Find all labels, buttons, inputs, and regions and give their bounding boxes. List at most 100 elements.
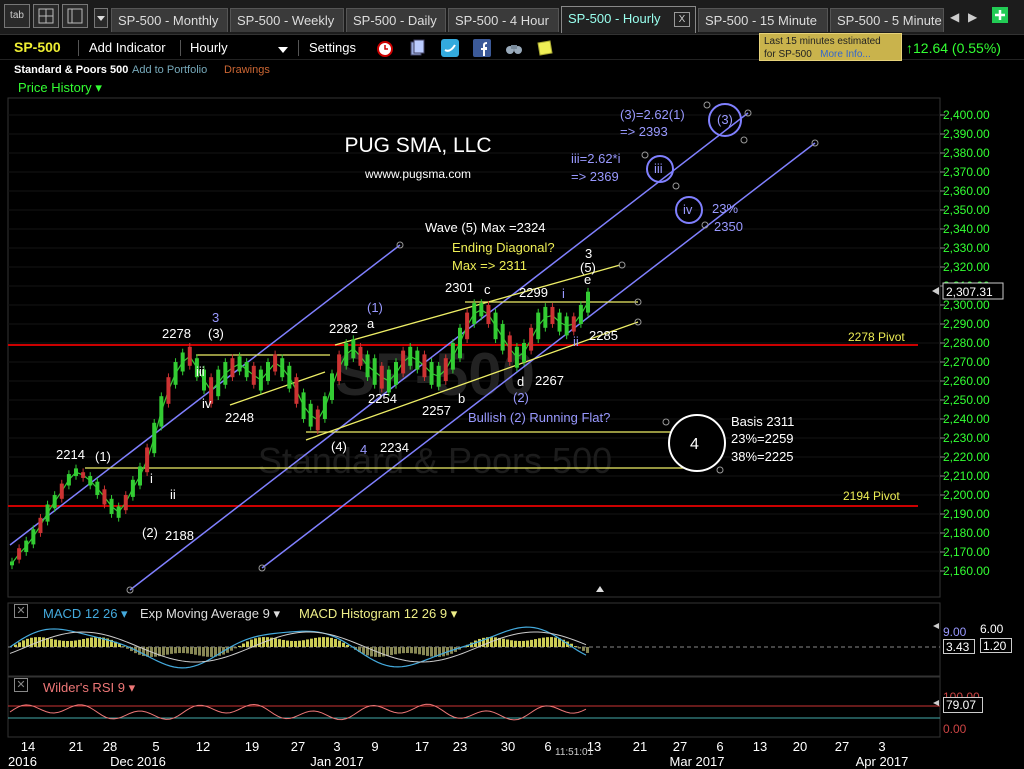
macd-bar (506, 639, 509, 647)
dropdown-arrow-icon[interactable] (94, 8, 108, 28)
annotation-label: (1) (95, 449, 111, 464)
macd-bar (22, 640, 25, 647)
tab-monthly[interactable]: SP-500 - Monthly (111, 8, 228, 32)
macd-bar (518, 640, 521, 647)
channel-line (129, 112, 749, 591)
note-icon[interactable] (536, 39, 554, 62)
alarm-clock-icon[interactable] (376, 39, 394, 62)
macd-bar (418, 647, 421, 655)
binoculars-icon[interactable] (505, 40, 523, 61)
macd-bar (114, 641, 117, 647)
candle-body (322, 396, 327, 419)
macd-bar (290, 640, 293, 647)
candle-body (287, 365, 292, 389)
annotation-label: (1) (367, 300, 383, 315)
rsi-line (9, 703, 587, 721)
candle-body (24, 540, 29, 552)
macd-bar (486, 637, 489, 647)
notice-line1: Last 15 minutes estimated (764, 36, 881, 47)
candle-body (436, 365, 441, 387)
tab-5minute[interactable]: SP-500 - 5 Minute (830, 8, 944, 32)
symbol-label[interactable]: SP-500 (14, 39, 61, 55)
close-tab-icon[interactable]: X (674, 12, 690, 27)
macd-bar (362, 647, 365, 654)
x-tick-label: 3 (878, 739, 885, 754)
annotation-label: 2278 (162, 326, 191, 341)
more-info-link[interactable]: More Info... (820, 49, 871, 60)
close-rsi-icon[interactable]: ✕ (14, 678, 28, 692)
macd-bar (214, 647, 217, 657)
trend-line (334, 264, 621, 346)
macd-bar (586, 647, 589, 653)
y-tick-label: 2,300.00 (943, 298, 990, 312)
facebook-icon[interactable] (472, 38, 492, 63)
interval-dropdown-icon[interactable] (277, 42, 289, 60)
annotation-label: 2282 (329, 321, 358, 336)
macd-bar (146, 647, 149, 657)
macd-bar (326, 637, 329, 647)
candle-body (458, 327, 462, 359)
macd-bar (166, 647, 169, 655)
candle-body (180, 352, 185, 372)
macd-bar (46, 638, 49, 647)
price-series (11, 301, 589, 564)
macd-bar (142, 647, 145, 657)
macd-bar (442, 647, 445, 657)
macd-bar (394, 647, 397, 655)
rsi-title[interactable]: Wilder's RSI 9 ▾ (43, 680, 136, 695)
grid (8, 114, 940, 572)
price-chart[interactable]: SP-500 Standard & Poors 500 2278 Pivot 2… (0, 0, 1024, 600)
macd-bar (94, 637, 97, 647)
macd-bar (106, 638, 109, 647)
settings-button[interactable]: Settings (309, 40, 356, 55)
documents-icon[interactable] (408, 39, 426, 62)
tab-bar: tab SP-500 - Monthly SP-500 - Weekly SP-… (0, 0, 1024, 35)
macd-bar (306, 639, 309, 647)
annotation-label: 23% (712, 201, 738, 216)
add-indicator-button[interactable]: Add Indicator (89, 40, 166, 55)
annotation-label: 2299 (519, 285, 548, 300)
macd-bar (494, 637, 497, 647)
annotation-label: b (458, 391, 465, 406)
tab-weekly[interactable]: SP-500 - Weekly (230, 8, 344, 32)
tab-hourly[interactable]: SP-500 - Hourly X (561, 6, 696, 33)
macd-bar (194, 647, 197, 655)
last-price-arrow-icon (932, 287, 939, 295)
tab-15minute[interactable]: SP-500 - 15 Minute (698, 8, 828, 32)
y-tick-label: 2,370.00 (943, 165, 990, 179)
candle-body (308, 403, 313, 427)
price-history-select[interactable]: Price History ▾ (18, 80, 102, 96)
macd-hist-title[interactable]: MACD Histogram 12 26 9 ▾ (299, 606, 458, 621)
add-tab-icon[interactable] (992, 7, 1008, 23)
macd-bar (186, 647, 189, 654)
candle-body (486, 305, 491, 324)
grid-icon[interactable] (33, 4, 59, 28)
macd-hist-title-text: MACD Histogram 12 26 9 (299, 606, 448, 621)
tab-button[interactable]: tab (4, 4, 30, 28)
tab-daily[interactable]: SP-500 - Daily (346, 8, 446, 32)
macd-bar (230, 647, 233, 651)
ema-title[interactable]: Exp Moving Average 9 ▾ (140, 606, 280, 621)
macd-bar (374, 647, 377, 657)
tab-4hour[interactable]: SP-500 - 4 Hour (448, 8, 559, 32)
candle-body (493, 312, 498, 340)
macd-bar (554, 637, 557, 647)
annotation-label: ii (170, 487, 176, 502)
candle-body (223, 362, 228, 385)
drawings-link[interactable]: Drawings (224, 64, 270, 76)
macd-title[interactable]: MACD 12 26 ▾ (43, 606, 128, 621)
twitter-icon[interactable] (440, 38, 460, 63)
price-history-label: Price History (18, 80, 92, 95)
close-macd-icon[interactable]: ✕ (14, 604, 28, 618)
y-tick-label: 2,230.00 (943, 431, 990, 445)
scroll-left-icon[interactable]: ◀ (950, 10, 960, 24)
candle-body (88, 476, 93, 486)
add-portfolio-link[interactable]: Add to Portfolio (132, 64, 208, 76)
layout-icon[interactable] (62, 4, 88, 28)
interval-select[interactable]: Hourly (190, 40, 228, 55)
scroll-right-icon[interactable]: ▶ (968, 10, 978, 24)
y-tick-label: 2,210.00 (943, 469, 990, 483)
rsi-tick-0: 0.00 (943, 722, 967, 736)
annotation-label: i (562, 286, 565, 301)
